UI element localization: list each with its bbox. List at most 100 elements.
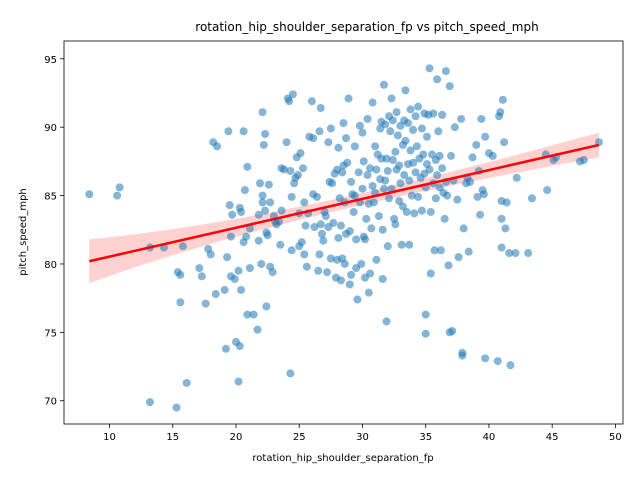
- data-point: [382, 154, 391, 163]
- data-point: [391, 220, 400, 229]
- data-point: [447, 151, 455, 160]
- data-point: [221, 344, 230, 353]
- data-point: [448, 326, 457, 335]
- data-point: [417, 206, 426, 215]
- y-tick-label: 80: [44, 260, 57, 271]
- data-point: [435, 151, 444, 160]
- y-tick-label: 70: [44, 397, 57, 408]
- data-point: [425, 165, 434, 174]
- data-point: [421, 329, 430, 338]
- data-point: [350, 142, 359, 151]
- data-point: [211, 290, 220, 299]
- data-point: [358, 128, 367, 137]
- data-point: [352, 235, 361, 244]
- data-point: [477, 114, 486, 123]
- data-point: [258, 198, 267, 207]
- data-point: [234, 377, 243, 386]
- x-tick-label: 30: [356, 432, 369, 443]
- data-point: [176, 270, 185, 279]
- data-point: [459, 224, 468, 233]
- data-point: [409, 158, 418, 167]
- data-point: [261, 206, 270, 215]
- data-point: [223, 253, 232, 262]
- data-point: [359, 157, 368, 166]
- data-point: [422, 132, 431, 141]
- data-point: [464, 247, 473, 256]
- data-point: [329, 218, 338, 227]
- data-point: [262, 302, 271, 311]
- data-point: [441, 67, 450, 76]
- data-point: [411, 112, 420, 121]
- x-axis-label: rotation_hip_shoulder_separation_fp: [252, 453, 433, 464]
- data-point: [496, 108, 505, 117]
- data-point: [450, 123, 459, 132]
- plot-area-frame: [63, 40, 624, 425]
- confidence-band-layer: [89, 132, 599, 284]
- data-point: [282, 138, 291, 147]
- data-point: [237, 285, 246, 294]
- data-point: [297, 238, 306, 247]
- data-point: [361, 235, 369, 244]
- data-point: [350, 191, 359, 200]
- data-point: [369, 198, 378, 207]
- data-point: [497, 214, 506, 223]
- data-point: [334, 233, 343, 242]
- data-point: [512, 173, 521, 182]
- data-point: [242, 232, 251, 241]
- data-point: [382, 317, 391, 326]
- data-point: [261, 130, 270, 139]
- data-point: [176, 298, 185, 307]
- data-point: [307, 97, 316, 106]
- data-point: [146, 398, 154, 407]
- data-point: [472, 140, 481, 149]
- data-point: [321, 212, 330, 221]
- data-point: [402, 207, 411, 216]
- data-point: [296, 149, 305, 158]
- data-point: [336, 221, 345, 230]
- chart-title: rotation_hip_shoulder_separation_fp vs p…: [195, 20, 538, 34]
- data-point: [328, 179, 337, 188]
- data-point: [254, 210, 263, 219]
- data-point: [406, 146, 415, 155]
- data-point: [113, 191, 122, 200]
- data-point: [404, 119, 412, 128]
- data-point: [347, 270, 356, 279]
- x-tick-label: 10: [103, 432, 116, 443]
- data-point: [445, 82, 454, 91]
- data-point: [230, 275, 239, 284]
- data-point: [388, 156, 397, 165]
- data-point: [318, 229, 326, 238]
- data-point: [401, 86, 410, 95]
- data-point: [393, 131, 402, 140]
- data-point: [412, 142, 421, 151]
- data-point: [414, 102, 423, 111]
- data-point: [527, 194, 536, 203]
- data-point: [182, 378, 191, 387]
- data-point: [315, 127, 324, 136]
- data-point: [383, 242, 392, 251]
- data-point: [197, 272, 206, 281]
- data-point: [387, 94, 396, 103]
- data-point: [367, 224, 376, 233]
- data-point: [430, 246, 439, 255]
- data-point: [286, 166, 295, 175]
- data-point: [268, 268, 277, 277]
- data-points-layer: [85, 64, 603, 412]
- data-point: [366, 269, 375, 278]
- data-point: [258, 108, 267, 117]
- data-point: [371, 142, 380, 151]
- x-tick-label: 20: [230, 432, 243, 443]
- data-point: [201, 299, 210, 308]
- data-point: [276, 240, 285, 249]
- data-point: [344, 94, 353, 103]
- data-point: [226, 232, 235, 241]
- data-point: [299, 164, 308, 173]
- x-tick-label: 15: [166, 432, 179, 443]
- data-point: [409, 125, 418, 134]
- data-point: [405, 176, 414, 185]
- data-point: [443, 191, 452, 200]
- data-point: [300, 250, 309, 259]
- data-point: [366, 164, 375, 173]
- data-point: [228, 210, 237, 219]
- data-point: [343, 158, 352, 167]
